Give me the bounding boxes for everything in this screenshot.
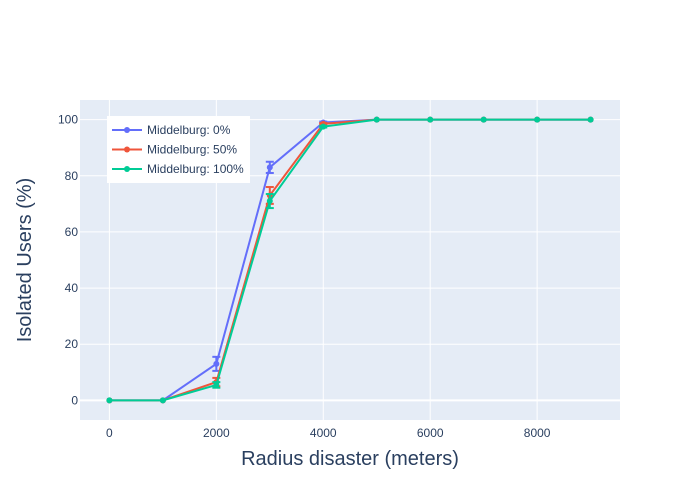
legend-label: Middelburg: 0% — [147, 123, 231, 137]
x-tick-label: 6000 — [417, 426, 444, 440]
x-tick-label: 4000 — [310, 426, 337, 440]
series-2 — [106, 116, 594, 404]
x-tick-label: 8000 — [524, 426, 551, 440]
data-point — [587, 116, 594, 123]
data-point — [159, 397, 166, 404]
x-tick-label: 2000 — [203, 426, 230, 440]
data-point — [534, 116, 541, 123]
data-point — [213, 381, 220, 388]
legend-marker — [124, 127, 130, 133]
legend-item: Middelburg: 0% — [112, 123, 231, 137]
legend: Middelburg: 0% Middelburg: 50% Middelburg:… — [107, 116, 250, 183]
y-tick-label: 40 — [65, 281, 79, 295]
data-point — [427, 116, 434, 123]
series-layer — [106, 116, 594, 404]
data-point — [480, 116, 487, 123]
legend-label: Middelburg: 100% — [147, 162, 244, 176]
data-point — [266, 164, 273, 171]
data-point — [106, 397, 113, 404]
tick-labels: 0 2000 4000 6000 8000 0 20 40 60 80 100 — [58, 113, 551, 440]
y-tick-label: 20 — [65, 337, 79, 351]
y-axis-title: Isolated Users (%) — [14, 178, 36, 343]
y-tick-label: 0 — [71, 393, 78, 407]
data-point — [373, 116, 380, 123]
data-point — [213, 360, 220, 367]
series-line — [109, 118, 591, 402]
x-tick-label: 0 — [106, 426, 113, 440]
legend-item: Middelburg: 100% — [112, 162, 244, 176]
x-axis-title: Radius disaster (meters) — [241, 448, 459, 470]
y-tick-label: 60 — [65, 225, 79, 239]
data-point — [320, 123, 327, 130]
data-point — [266, 198, 273, 205]
legend-item: Middelburg: 50% — [112, 143, 237, 157]
legend-marker — [124, 166, 130, 172]
y-tick-label: 80 — [65, 169, 79, 183]
legend-marker — [124, 146, 130, 153]
y-tick-label: 100 — [58, 113, 78, 127]
legend-label: Middelburg: 50% — [147, 143, 237, 157]
